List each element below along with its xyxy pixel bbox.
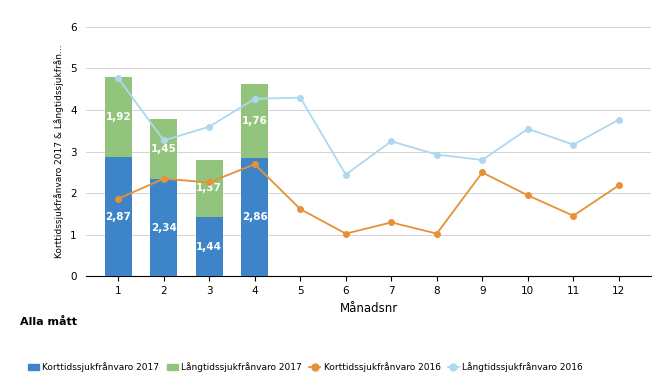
Text: Alla mått: Alla mått: [20, 317, 77, 327]
Bar: [104, 157, 132, 276]
Text: 1,37: 1,37: [197, 183, 222, 193]
Bar: [150, 179, 177, 276]
Text: 2,34: 2,34: [151, 223, 177, 233]
Bar: [196, 217, 223, 276]
Y-axis label: Korttidssjukfrånvaro 2017 & Långtidssjukfrån...: Korttidssjukfrånvaro 2017 & Långtidssjuk…: [54, 45, 64, 258]
Bar: [241, 157, 268, 276]
X-axis label: Månadsnr: Månadsnr: [339, 302, 398, 315]
Text: 2,87: 2,87: [105, 212, 131, 222]
Bar: [104, 77, 132, 157]
Text: 1,44: 1,44: [197, 242, 222, 252]
Bar: [241, 84, 268, 157]
Bar: [196, 160, 223, 217]
Text: 1,92: 1,92: [106, 112, 131, 122]
Text: 1,45: 1,45: [151, 144, 177, 154]
Bar: [150, 119, 177, 179]
Legend: Korttidssjukfrånvaro 2017, Långtidssjukfrånvaro 2017, Korttidssjukfrånvaro 2016,: Korttidssjukfrånvaro 2017, Långtidssjukf…: [25, 359, 586, 376]
Text: 1,76: 1,76: [242, 116, 268, 126]
Text: 2,86: 2,86: [242, 212, 268, 222]
